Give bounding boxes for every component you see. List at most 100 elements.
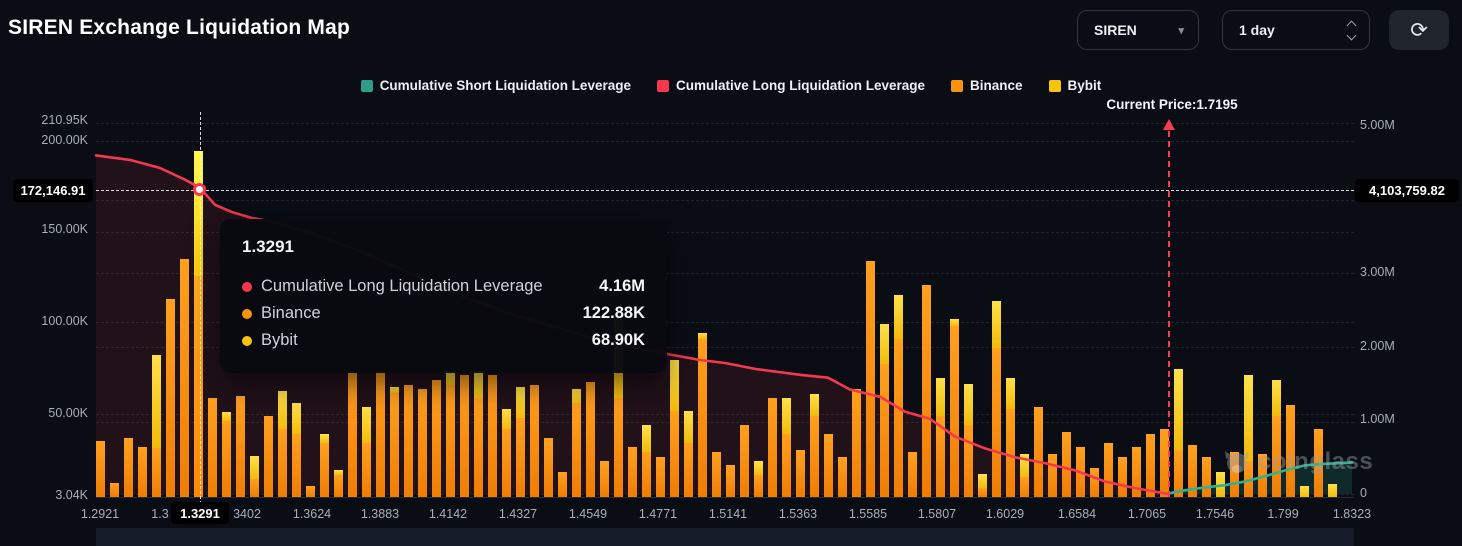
bybit-bar[interactable] (361, 407, 371, 443)
binance-bar[interactable] (683, 443, 693, 497)
binance-bar[interactable] (543, 437, 553, 497)
bybit-bar[interactable] (515, 387, 525, 418)
legend-item-binance[interactable]: Binance (951, 78, 1023, 93)
legend-item-cumulative-short-liquidation-leverage[interactable]: Cumulative Short Liquidation Leverage (360, 78, 631, 93)
bybit-bar[interactable] (809, 394, 819, 416)
legend-item-cumulative-long-liquidation-leverage[interactable]: Cumulative Long Liquidation Leverage (656, 78, 925, 93)
binance-bar[interactable] (935, 416, 945, 497)
binance-bar[interactable] (1005, 408, 1015, 497)
binance-bar[interactable] (179, 259, 189, 497)
bybit-bar[interactable] (1173, 369, 1183, 451)
refresh-button[interactable]: ⟳ (1389, 10, 1449, 50)
binance-bar[interactable] (207, 398, 217, 497)
binance-bar[interactable] (109, 482, 119, 497)
bybit-bar[interactable] (193, 151, 203, 276)
binance-bar[interactable] (963, 425, 973, 497)
binance-bar[interactable] (921, 284, 931, 497)
bybit-bar[interactable] (277, 390, 287, 429)
binance-bar[interactable] (781, 434, 791, 497)
binance-bar[interactable] (571, 403, 581, 497)
binance-bar[interactable] (347, 372, 357, 497)
binance-bar[interactable] (235, 396, 245, 497)
bybit-bar[interactable] (249, 455, 259, 479)
binance-bar[interactable] (417, 389, 427, 497)
binance-bar[interactable] (151, 448, 161, 497)
binance-bar[interactable] (529, 385, 539, 497)
bybit-bar[interactable] (935, 378, 945, 416)
binance-bar[interactable] (823, 434, 833, 497)
binance-bar[interactable] (431, 380, 441, 497)
binance-bar[interactable] (193, 275, 203, 497)
binance-bar[interactable] (403, 385, 413, 497)
binance-bar[interactable] (165, 299, 175, 497)
binance-bar[interactable] (515, 417, 525, 497)
symbol-select[interactable]: SIREN ▾ (1077, 10, 1199, 50)
bybit-bar[interactable] (753, 461, 763, 476)
binance-bar[interactable] (137, 446, 147, 497)
binance-bar[interactable] (1089, 468, 1099, 497)
binance-bar[interactable] (1019, 477, 1029, 497)
binance-bar[interactable] (977, 488, 987, 497)
binance-bar[interactable] (809, 416, 819, 497)
bybit-bar[interactable] (291, 403, 301, 434)
binance-bar[interactable] (1047, 453, 1057, 497)
binance-bar[interactable] (725, 464, 735, 497)
binance-bar[interactable] (1061, 432, 1071, 497)
binance-bar[interactable] (585, 381, 595, 497)
binance-bar[interactable] (949, 326, 959, 497)
binance-bar[interactable] (375, 371, 385, 497)
bybit-bar[interactable] (1271, 380, 1281, 416)
bybit-bar[interactable] (221, 412, 231, 422)
bybit-bar[interactable] (949, 318, 959, 326)
binance-bar[interactable] (739, 425, 749, 497)
binance-bar[interactable] (795, 450, 805, 497)
bybit-bar[interactable] (781, 398, 791, 434)
bybit-bar[interactable] (151, 354, 161, 449)
binance-bar[interactable] (445, 385, 455, 497)
binance-bar[interactable] (389, 392, 399, 497)
binance-bar[interactable] (221, 421, 231, 497)
bybit-bar[interactable] (1005, 378, 1015, 409)
bybit-bar[interactable] (473, 371, 483, 398)
binance-bar[interactable] (1243, 461, 1253, 497)
binance-bar[interactable] (893, 338, 903, 497)
binance-bar[interactable] (1201, 457, 1211, 497)
bybit-bar[interactable] (389, 387, 399, 393)
binance-bar[interactable] (263, 416, 273, 497)
binance-bar[interactable] (249, 479, 259, 497)
interval-select[interactable]: 1 day (1222, 10, 1370, 50)
binance-bar[interactable] (837, 457, 847, 497)
legend-item-bybit[interactable]: Bybit (1048, 78, 1101, 93)
bybit-bar[interactable] (1299, 486, 1309, 497)
binance-bar[interactable] (655, 457, 665, 497)
binance-bar[interactable] (851, 389, 861, 497)
binance-bar[interactable] (1187, 444, 1197, 497)
binance-bar[interactable] (1131, 446, 1141, 497)
bybit-bar[interactable] (1327, 484, 1337, 497)
binance-bar[interactable] (1257, 453, 1267, 497)
binance-bar[interactable] (991, 347, 1001, 497)
bybit-bar[interactable] (991, 300, 1001, 348)
chart-zoom-strip[interactable] (96, 528, 1354, 546)
bybit-bar[interactable] (963, 383, 973, 425)
binance-bar[interactable] (641, 452, 651, 497)
bybit-bar[interactable] (1215, 471, 1225, 497)
binance-bar[interactable] (1229, 452, 1239, 497)
binance-bar[interactable] (697, 338, 707, 497)
binance-bar[interactable] (669, 410, 679, 497)
bybit-bar[interactable] (501, 408, 511, 429)
binance-bar[interactable] (277, 428, 287, 497)
bybit-bar[interactable] (1243, 374, 1253, 461)
binance-bar[interactable] (767, 398, 777, 497)
binance-bar[interactable] (753, 475, 763, 497)
binance-bar[interactable] (305, 486, 315, 497)
binance-bar[interactable] (599, 461, 609, 497)
binance-bar[interactable] (1285, 405, 1295, 497)
bybit-bar[interactable] (445, 371, 455, 386)
binance-bar[interactable] (879, 363, 889, 497)
bybit-bar[interactable] (977, 473, 987, 488)
binance-bar[interactable] (291, 434, 301, 497)
bybit-bar[interactable] (669, 360, 679, 411)
binance-bar[interactable] (907, 452, 917, 497)
binance-bar[interactable] (333, 475, 343, 497)
